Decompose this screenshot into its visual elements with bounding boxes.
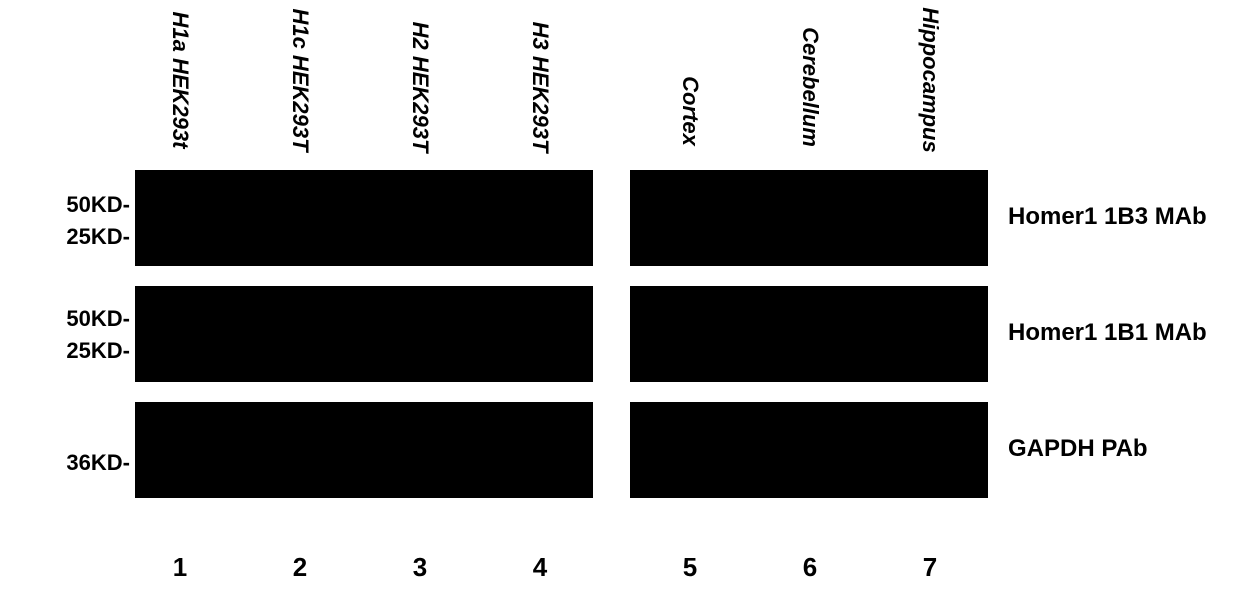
lane-header: Cerebellum xyxy=(797,27,823,147)
molecular-weight-label: 25KD- xyxy=(0,338,130,364)
blot-panel xyxy=(630,170,988,266)
lane-number: 5 xyxy=(675,552,705,583)
molecular-weight-label: 50KD- xyxy=(0,192,130,218)
blot-panel xyxy=(630,402,988,498)
lane-number: 7 xyxy=(915,552,945,583)
molecular-weight-label: 25KD- xyxy=(0,224,130,250)
lane-header: H2 HEK293T xyxy=(407,21,433,152)
blot-panel xyxy=(135,286,593,382)
blot-panel xyxy=(135,402,593,498)
lane-header: H3 HEK293T xyxy=(527,21,553,152)
lane-number: 3 xyxy=(405,552,435,583)
antibody-label: Homer1 1B1 MAb xyxy=(1008,319,1207,347)
lane-number: 4 xyxy=(525,552,555,583)
antibody-label: Homer1 1B3 MAb xyxy=(1008,203,1207,231)
lane-number: 2 xyxy=(285,552,315,583)
lane-header: Hippocampus xyxy=(917,8,943,153)
lane-header: H1c HEK293T xyxy=(287,9,313,152)
antibody-label: GAPDH PAb xyxy=(1008,435,1148,463)
lane-number: 6 xyxy=(795,552,825,583)
lane-number: 1 xyxy=(165,552,195,583)
blot-panel xyxy=(135,170,593,266)
molecular-weight-label: 50KD- xyxy=(0,306,130,332)
blot-panel xyxy=(630,286,988,382)
lane-header: Cortex xyxy=(677,76,703,146)
molecular-weight-label: 36KD- xyxy=(0,450,130,476)
lane-header: H1a HEK293t xyxy=(167,12,193,149)
western-blot-figure: H1a HEK293t H1c HEK293T H2 HEK293T H3 HEK29… xyxy=(0,0,1234,612)
